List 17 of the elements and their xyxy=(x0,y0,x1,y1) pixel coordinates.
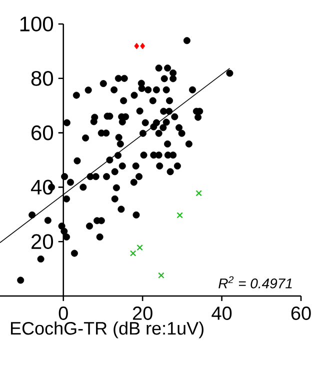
point xyxy=(136,244,143,251)
x-tick-label: 40 xyxy=(212,306,232,320)
y-tick-label: 20 xyxy=(32,234,54,250)
y-tick-label: 100 xyxy=(20,16,54,32)
point xyxy=(176,212,183,218)
annotation: R$^{2}$ = 0.4971 xyxy=(218,276,292,288)
point xyxy=(140,42,146,50)
x-tick-label: 60 xyxy=(291,306,311,320)
point xyxy=(134,42,140,50)
y-tick-label: 80 xyxy=(31,70,54,86)
point xyxy=(196,190,202,196)
x-tick-label: 20 xyxy=(132,306,152,320)
point xyxy=(158,272,164,278)
y-tick-label: 60 xyxy=(32,125,54,140)
x-tick-label: 0 xyxy=(58,306,68,320)
point xyxy=(130,250,136,256)
x-axis-title: ECochG-TR (dB re:1uV) xyxy=(11,322,204,338)
